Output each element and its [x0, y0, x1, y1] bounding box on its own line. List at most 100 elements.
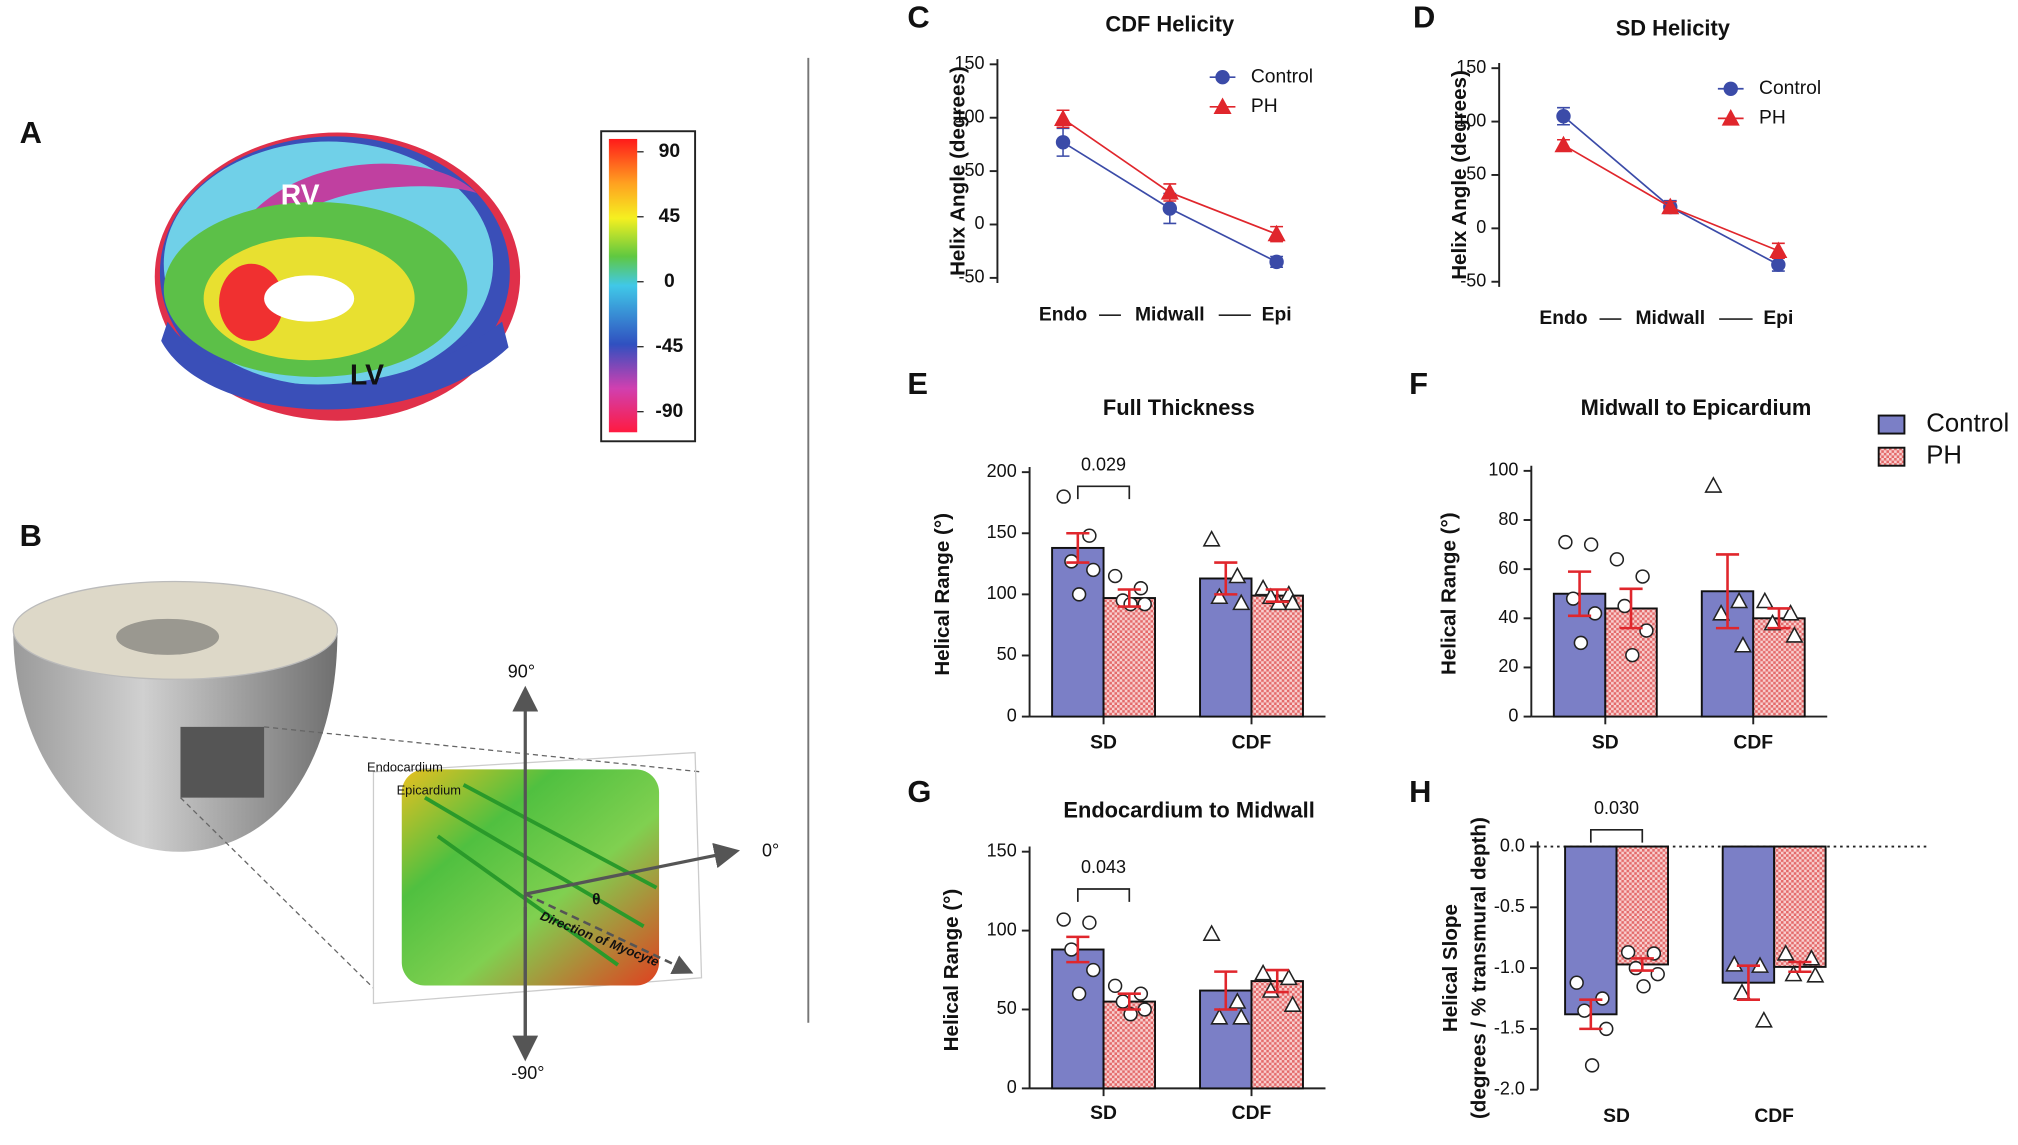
marker: [1210, 1008, 1229, 1025]
marker: [1254, 578, 1273, 596]
marker: [1646, 946, 1662, 961]
bar: [1721, 845, 1776, 984]
y-tick-label: 60: [1498, 558, 1518, 578]
y-tick-label: -50: [959, 267, 985, 287]
marker: [1650, 966, 1665, 982]
y-tick-label: -1.0: [1494, 957, 1525, 977]
significance-label: 0.030: [1594, 798, 1639, 818]
significance-bracket: [1076, 888, 1131, 902]
series-line: [1562, 115, 1779, 266]
chart-title: CDF Helicity: [1105, 12, 1235, 37]
y-tick-label: 0: [1476, 217, 1486, 237]
colorbar-label: -45: [655, 336, 683, 357]
marker: [1279, 968, 1298, 986]
marker: [1269, 254, 1284, 270]
bar: [1250, 594, 1304, 718]
y-tick-label: -0.5: [1494, 896, 1525, 916]
heart-model: [12, 580, 740, 1062]
y-tick-label: 200: [987, 461, 1017, 481]
marker: [1609, 552, 1625, 567]
marker: [1210, 587, 1229, 605]
marker: [1620, 945, 1636, 960]
layer-label: Epicardium: [397, 783, 461, 798]
y-tick-label: -1.5: [1494, 1018, 1525, 1038]
marker: [1771, 257, 1786, 272]
panel-letter: B: [20, 518, 42, 553]
error-bar: [1630, 957, 1654, 972]
marker: [1558, 534, 1573, 550]
error-bar: [1736, 964, 1761, 1002]
marker: [1554, 135, 1573, 153]
marker: [1056, 489, 1071, 504]
y-tick-label: -50: [1460, 270, 1486, 290]
error-bar: [1788, 960, 1812, 974]
legend-label: PH: [1251, 96, 1278, 117]
marker: [1071, 587, 1087, 602]
error-bar: [1715, 553, 1740, 630]
y-tick-label: 150: [955, 53, 985, 73]
marker: [1754, 1011, 1773, 1028]
colorbar: [608, 138, 638, 433]
y-tick-label: 80: [1498, 509, 1518, 529]
x-tick-label: SD: [1592, 733, 1619, 754]
y-axis-label: Helical Range (°): [1438, 512, 1461, 675]
error-bar: [1767, 607, 1791, 630]
legend-label: PH: [1759, 107, 1786, 128]
legend-swatch: [1877, 414, 1906, 435]
y-tick-label: -2.0: [1494, 1078, 1525, 1098]
chart-title: Full Thickness: [1103, 395, 1255, 420]
y-tick-label: 0: [1508, 705, 1518, 725]
x-tick-label: CDF: [1232, 733, 1272, 754]
error-bar: [1214, 561, 1238, 596]
marker: [1636, 979, 1651, 994]
marker: [1283, 995, 1302, 1012]
chart-title: SD Helicity: [1616, 15, 1731, 40]
angle-label: θ: [592, 892, 600, 909]
marker: [1784, 964, 1803, 982]
marker: [1587, 606, 1603, 621]
marker: [1115, 994, 1131, 1009]
legend-label: PH: [1926, 442, 1962, 470]
error-bar: [1117, 588, 1141, 608]
y-tick-label: 100: [987, 583, 1017, 603]
marker: [1628, 960, 1644, 976]
marker: [1769, 241, 1788, 258]
y-tick-label: 150: [987, 840, 1017, 860]
y-tick-label: 150: [987, 522, 1017, 542]
marker: [1639, 623, 1654, 638]
error-bar: [1265, 588, 1289, 603]
region-label: LV: [350, 358, 384, 390]
layer-label: Endocardium: [367, 759, 443, 774]
marker: [1733, 635, 1752, 653]
marker: [1202, 924, 1221, 941]
marker: [1137, 596, 1152, 612]
marker: [1577, 1003, 1592, 1018]
colorbar-label: 90: [659, 141, 680, 162]
bar: [1102, 597, 1156, 718]
error-bar: [1066, 935, 1090, 964]
marker: [1556, 109, 1571, 124]
marker: [1228, 992, 1247, 1009]
error-bar: [1579, 998, 1603, 1031]
y-tick-label: 40: [1498, 607, 1518, 627]
marker: [1232, 593, 1251, 611]
y-tick-label: 50: [1466, 164, 1486, 184]
marker: [1228, 566, 1247, 584]
x-tick-label: SD: [1090, 1103, 1117, 1124]
marker: [1064, 942, 1079, 957]
panel-letter: F: [1409, 366, 1428, 401]
marker: [1123, 596, 1138, 612]
marker: [1725, 955, 1744, 972]
marker: [1712, 604, 1731, 621]
marker: [1107, 978, 1123, 994]
marker: [1661, 197, 1680, 215]
y-axis-label: Helical Range (°): [931, 513, 954, 676]
marker: [1617, 598, 1632, 614]
marker: [1086, 962, 1101, 978]
marker: [1785, 626, 1804, 643]
y-axis-label: Helical Range (°): [940, 889, 963, 1052]
y-axis-label: Helical Slope: [1439, 904, 1462, 1032]
marker: [1082, 915, 1097, 930]
chart-title: Endocardium to Midwall: [1063, 798, 1314, 823]
y-tick-label: 100: [1488, 460, 1518, 480]
